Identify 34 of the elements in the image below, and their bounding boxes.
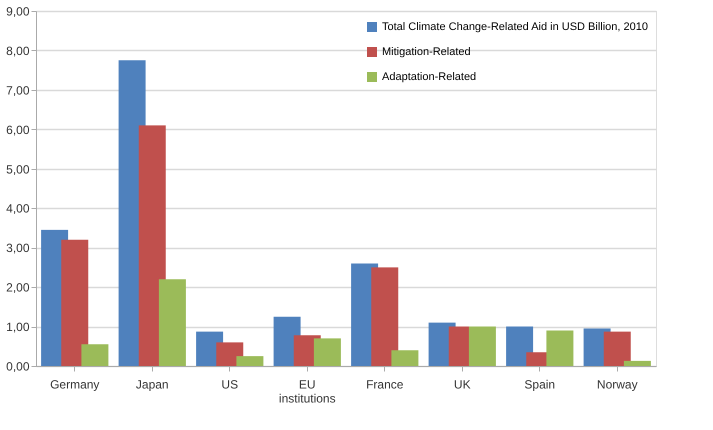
bar bbox=[61, 240, 88, 366]
bar bbox=[314, 338, 341, 366]
y-tick-label: 0,00 bbox=[6, 360, 30, 374]
y-tick-label: 7,00 bbox=[6, 83, 30, 98]
bar bbox=[138, 125, 166, 366]
y-tick-label: 3,00 bbox=[6, 241, 30, 256]
y-tick-label: 4,00 bbox=[6, 202, 30, 216]
bar bbox=[468, 326, 496, 366]
x-tick-label: US bbox=[221, 378, 238, 392]
x-tick-label: UK bbox=[454, 378, 471, 392]
x-tick-label: France bbox=[366, 378, 404, 392]
x-tick-label: EU institutions bbox=[278, 378, 336, 406]
legend-label: Adaptation-Related bbox=[382, 71, 476, 83]
legend-label: Mitigation-Related bbox=[382, 46, 471, 58]
bar bbox=[506, 326, 534, 366]
x-tick-label: Norway bbox=[596, 378, 638, 392]
y-tick-label: 2,00 bbox=[6, 280, 30, 295]
x-tick-label: Spain bbox=[524, 378, 556, 392]
bar bbox=[546, 330, 574, 366]
y-tick-label: 9,00 bbox=[6, 4, 30, 18]
bar bbox=[158, 279, 186, 366]
bar bbox=[624, 360, 651, 366]
bar bbox=[604, 332, 631, 366]
legend-label: Total Climate Change-Related Aid in USD Billion, 2010 bbox=[382, 21, 648, 33]
y-tick-label: 5,00 bbox=[6, 162, 30, 176]
bar bbox=[81, 344, 108, 366]
x-tick-label: Germany bbox=[50, 378, 100, 392]
bar bbox=[371, 267, 398, 366]
bar bbox=[391, 350, 418, 366]
y-tick-label: 6,00 bbox=[6, 122, 30, 137]
bar bbox=[236, 356, 264, 366]
y-tick-label: 1,00 bbox=[6, 320, 30, 334]
y-tick-label: 8,00 bbox=[6, 44, 30, 58]
x-tick-label: Japan bbox=[136, 378, 169, 392]
